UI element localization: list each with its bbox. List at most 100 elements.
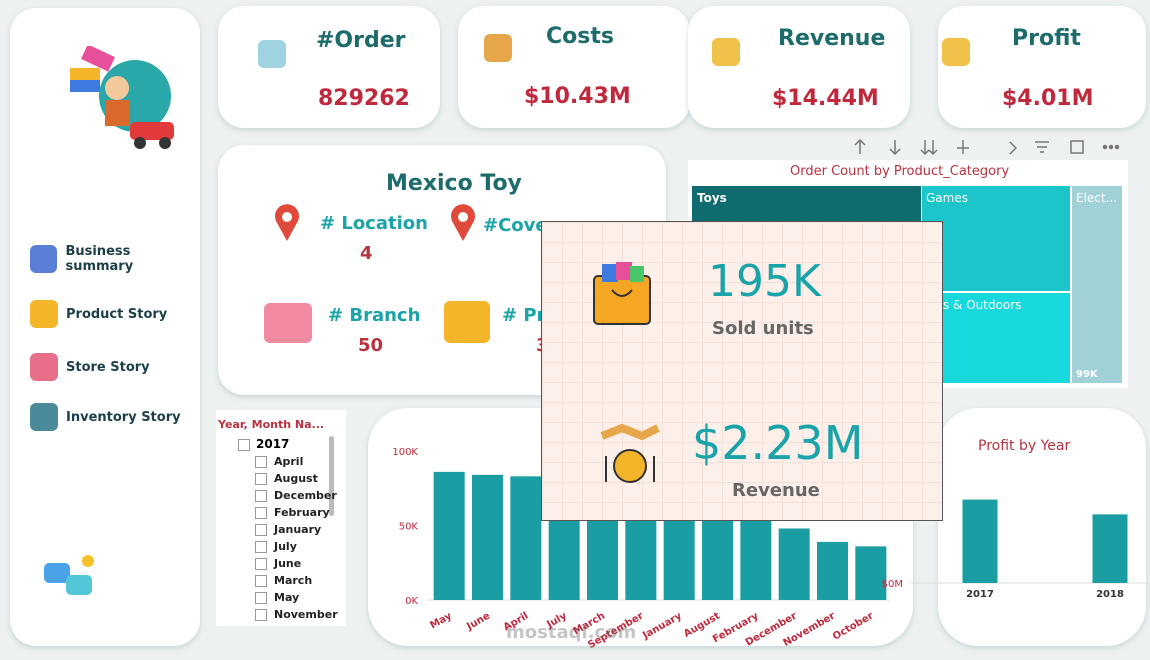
slicer-item[interactable]: July [274,540,297,553]
treemap-title: Order Count by Product_Category [790,164,1010,179]
kpi-label: Profit [1012,26,1081,51]
nav-label[interactable]: Business summary [65,244,134,274]
slicer-item[interactable]: January [274,523,322,536]
tooltip-value: $2.23M [692,416,864,470]
treemap-cell[interactable]: Elect... 99K [1072,186,1122,383]
bar [1092,514,1128,583]
y-tick-label: 50K [399,522,419,533]
checkbox[interactable] [255,609,267,621]
y-tick-label: 100K [392,447,418,458]
chart-title: Profit by Year [978,438,1071,454]
scrollbar[interactable] [329,436,334,516]
checkbox[interactable] [255,524,267,536]
x-tick-label: 2018 [1096,589,1124,600]
x-tick-label: October [831,611,875,643]
kpi-value: $14.44M [772,86,879,111]
pin-icon [451,204,475,241]
branch-icon [264,303,312,343]
watermark: mostaql.com [506,622,637,643]
checkbox[interactable] [255,456,267,468]
revenue-icon [600,423,660,483]
cell-label: Games [926,191,968,205]
tooltip-value: 195K [708,256,821,307]
stat-label: # Branch [328,305,421,326]
checkbox[interactable] [255,490,267,502]
checkbox[interactable] [238,439,250,451]
checkbox[interactable] [255,473,267,485]
bar [433,471,465,600]
cell-label: orts & Outdoors [926,298,1022,312]
bar [510,476,542,600]
nav-item[interactable]: Store Story [30,353,150,381]
nav-item[interactable]: Inventory Story [30,403,181,431]
checkbox[interactable] [255,592,267,604]
x-tick-label: January [640,610,684,642]
overview-title: Mexico Toy [386,171,522,196]
kpi-card: Profit $4.01M [938,6,1146,128]
slicer-item[interactable]: June [274,557,302,570]
nav-label[interactable]: Store Story [66,359,150,375]
slicer-item[interactable]: March [274,574,313,587]
stat-value: 4 [360,243,373,264]
logo [70,46,174,149]
kpi-icon [258,40,286,68]
bar [778,528,810,600]
checkbox[interactable] [255,541,267,553]
kpi-label: Costs [546,24,614,49]
x-tick-label: 2017 [966,589,994,600]
nav-item[interactable]: Business summary [30,244,200,274]
slicer-item[interactable]: August [274,472,318,485]
x-tick-label: May [428,610,454,631]
tooltip: 195K Sold units $2.23M Revenue [541,221,943,521]
slicer-item[interactable]: December [274,489,337,502]
y-tick-label: $0M [882,579,903,590]
slicer-item[interactable]: November [274,608,338,621]
kpi-card: #Order 829262 [218,6,440,128]
nav-label[interactable]: Product Story [66,306,168,322]
nav-label[interactable]: Inventory Story [66,409,181,425]
cell-label: Elect... [1076,191,1118,205]
slicer-year[interactable]: 2017 [256,437,290,451]
stat-label: # Pr [502,305,546,326]
checkbox[interactable] [255,575,267,587]
kpi-value: $4.01M [1002,86,1094,111]
slicer-item[interactable]: May [274,591,300,604]
slicer-item[interactable]: April [274,455,304,468]
product-icon [444,301,490,343]
pin-icon [275,204,299,241]
nav-item[interactable]: Product Story [30,300,167,328]
tooltip-label: Sold units [712,318,814,339]
kpi-value: $10.43M [524,84,631,109]
y-tick-label: 0K [405,596,418,607]
kpi-card: Revenue $14.44M [688,6,910,128]
kpi-value: 829262 [318,86,410,111]
bar [817,541,848,600]
treemap-cell[interactable]: orts & Outdoors1K [922,293,1070,383]
sidebar: Business summary Product Story Store Sto… [10,8,200,646]
checkbox[interactable] [255,558,267,570]
bag-icon [593,262,651,325]
checkbox[interactable] [255,507,267,519]
bar [855,546,887,600]
kpi-card: Costs $10.43M [458,6,690,128]
stat-value: 50 [358,335,384,356]
cell-label: Toys [697,191,727,205]
kpi-label: Revenue [778,26,886,51]
bar [472,474,503,600]
visual-header [854,136,1120,158]
slicer: Year, Month Na... 2017 April August Decemb… [216,410,346,626]
stat-label: # Location [320,213,428,234]
stat-label: #Cover [483,215,557,236]
kpi-icon [942,38,970,66]
slicer-item[interactable]: February [274,506,330,519]
qa-icon [44,555,94,595]
kpi-icon [484,34,512,62]
bar [962,499,998,583]
slicer-title: Year, Month Na... [218,418,325,431]
kpi-label: #Order [316,28,406,53]
cell-value: 99K [1076,369,1098,380]
treemap-cell[interactable]: Games7K [922,186,1070,291]
x-tick-label: June [464,610,492,633]
kpi-icon [712,38,740,66]
